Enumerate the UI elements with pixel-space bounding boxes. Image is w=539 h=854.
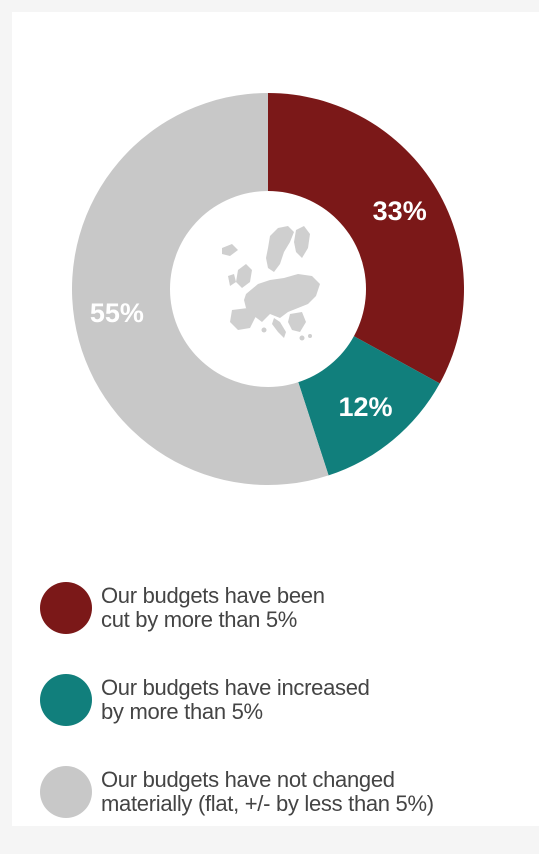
europe-map-icon <box>222 226 320 341</box>
legend-label-line: cut by more than 5% <box>101 607 298 632</box>
legend-label-line: by more than 5% <box>101 699 263 724</box>
legend-label-cut: Our budgets have been cut by more than 5… <box>101 584 325 632</box>
legend-label-unchanged: Our budgets have not changed materially … <box>101 768 434 816</box>
legend-item-increased: Our budgets have increased by more than … <box>40 670 539 730</box>
legend-item-unchanged: Our budgets have not changed materially … <box>40 762 539 822</box>
legend-label-line: Our budgets have been <box>101 583 325 608</box>
legend-swatch-unchanged <box>40 766 92 818</box>
legend-label-line: Our budgets have not changed <box>101 767 395 792</box>
legend-label-line: Our budgets have increased <box>101 675 370 700</box>
legend-label-increased: Our budgets have increased by more than … <box>101 676 370 724</box>
legend-item-cut: Our budgets have been cut by more than 5… <box>40 578 539 638</box>
slice-label-cut: 33% <box>373 196 427 226</box>
legend-label-line: materially (flat, +/- by less than 5%) <box>101 791 434 816</box>
chart-card: 33% 12% 55% Our budgets have been cut by m… <box>12 12 539 826</box>
slice-label-increased: 12% <box>339 392 393 422</box>
legend-swatch-increased <box>40 674 92 726</box>
legend: Our budgets have been cut by more than 5… <box>40 578 539 854</box>
legend-swatch-cut <box>40 582 92 634</box>
slice-label-unchanged: 55% <box>90 298 144 328</box>
donut-chart: 33% 12% 55% <box>71 93 464 485</box>
slice-labels: 33% 12% 55% <box>90 196 427 422</box>
